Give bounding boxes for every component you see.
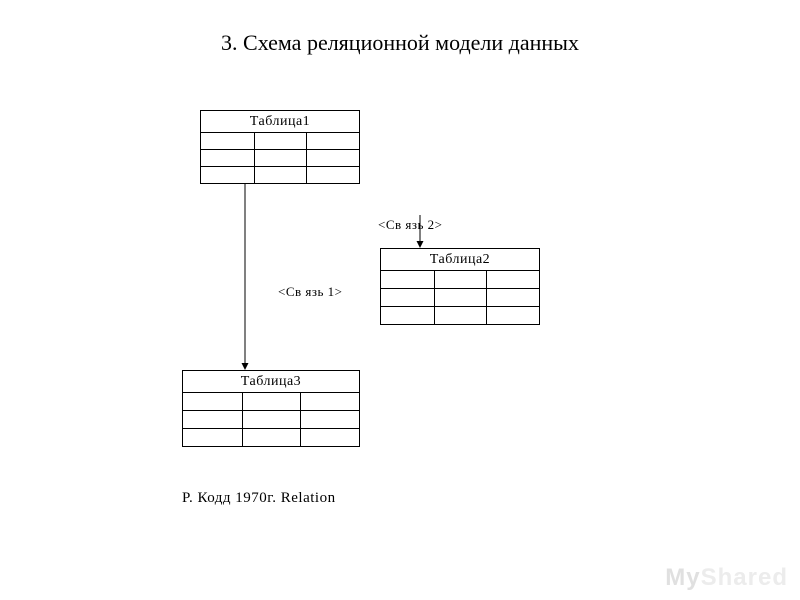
db-table-2-header: Таблица2: [381, 249, 540, 271]
db-table-1: Таблица1: [200, 110, 360, 184]
relation-label-1: <Св язь 1>: [278, 284, 343, 300]
db-table-1-header: Таблица1: [201, 111, 360, 133]
db-table-3-header: Таблица3: [183, 371, 360, 393]
footer-citation: Р. Кодд 1970г. Relation: [182, 490, 336, 507]
db-table-2: Таблица2: [380, 248, 540, 325]
watermark-left: My: [665, 564, 700, 591]
watermark-right: Shared: [701, 564, 788, 591]
db-table-3: Таблица3: [182, 370, 360, 447]
watermark: MyShared: [665, 564, 788, 592]
relation-label-2: <Св язь 2>: [378, 217, 443, 233]
diagram-canvas: Таблица1 Таблица2 Таблица3 <Св язь 1> <С…: [0, 0, 800, 600]
